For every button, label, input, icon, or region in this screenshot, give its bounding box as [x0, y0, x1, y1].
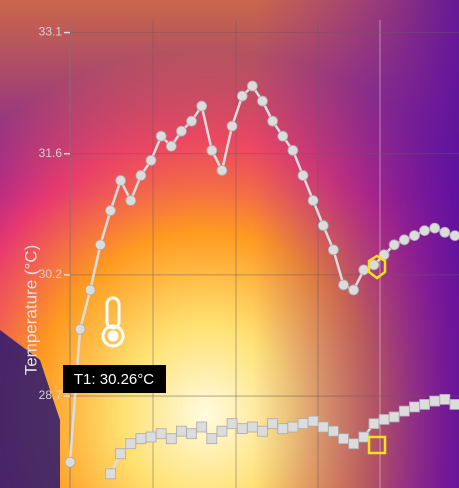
data-point — [197, 422, 207, 432]
data-point — [399, 406, 409, 416]
data-point — [308, 196, 318, 206]
data-point — [237, 424, 247, 434]
data-point — [450, 399, 459, 409]
data-point — [247, 422, 257, 432]
data-point — [187, 429, 197, 439]
data-point — [126, 439, 136, 449]
data-point — [207, 145, 217, 155]
data-point — [166, 434, 176, 444]
data-point — [409, 231, 419, 241]
y-axis-label: Temperature (°C) — [21, 245, 40, 376]
data-point — [176, 426, 186, 436]
chart: Temperature (°C) 28.7 30.2 31.6 33.1 T1: 30… — [0, 0, 459, 488]
data-point — [298, 419, 308, 429]
data-point — [65, 457, 75, 467]
data-point — [146, 155, 156, 165]
y-tick-label: 28.7 — [39, 388, 63, 402]
y-tick-label: 31.6 — [39, 146, 63, 160]
data-point — [339, 434, 349, 444]
data-point — [359, 432, 369, 442]
data-point — [166, 141, 176, 151]
data-point — [146, 432, 156, 442]
data-point — [379, 414, 389, 424]
data-point — [349, 439, 359, 449]
data-point — [288, 145, 298, 155]
data-point — [450, 231, 459, 241]
data-point — [116, 175, 126, 185]
y-tick-label: 33.1 — [39, 25, 63, 39]
data-point — [106, 206, 116, 216]
data-point — [440, 394, 450, 404]
data-point — [430, 223, 440, 233]
data-point — [217, 165, 227, 175]
data-point — [278, 131, 288, 141]
data-point — [328, 245, 338, 255]
data-point — [197, 101, 207, 111]
data-point — [409, 402, 419, 412]
data-point — [247, 81, 257, 91]
y-tick-label: 30.2 — [39, 267, 63, 281]
data-point — [95, 240, 105, 250]
data-point — [207, 434, 217, 444]
data-point — [237, 91, 247, 101]
data-point — [156, 131, 166, 141]
data-point — [339, 280, 349, 290]
data-point — [257, 426, 267, 436]
data-point — [268, 419, 278, 429]
data-point — [268, 116, 278, 126]
data-point — [75, 324, 85, 334]
data-point — [328, 426, 338, 436]
data-point — [136, 434, 146, 444]
data-point — [399, 235, 409, 245]
data-point — [420, 399, 430, 409]
data-point — [318, 422, 328, 432]
data-point — [217, 426, 227, 436]
data-point — [176, 126, 186, 136]
data-point — [430, 396, 440, 406]
data-point — [318, 221, 328, 231]
annotation: T1: 30.26°C — [74, 371, 154, 388]
data-point — [420, 226, 430, 236]
data-point — [440, 227, 450, 237]
data-point — [359, 265, 369, 275]
data-point — [257, 96, 267, 106]
data-point — [156, 429, 166, 439]
data-point — [126, 196, 136, 206]
data-point — [308, 416, 318, 426]
data-point — [227, 121, 237, 131]
data-point — [116, 449, 126, 459]
data-point — [389, 412, 399, 422]
data-point — [278, 424, 288, 434]
data-point — [288, 422, 298, 432]
data-point — [349, 285, 359, 295]
data-point — [298, 170, 308, 180]
data-point — [389, 240, 399, 250]
data-point — [136, 170, 146, 180]
data-point — [227, 419, 237, 429]
data-point — [187, 116, 197, 126]
data-point — [369, 419, 379, 429]
data-point — [106, 469, 116, 479]
data-point — [85, 285, 95, 295]
page: {"chart_data": {"type": "line", "y_label… — [0, 0, 459, 488]
